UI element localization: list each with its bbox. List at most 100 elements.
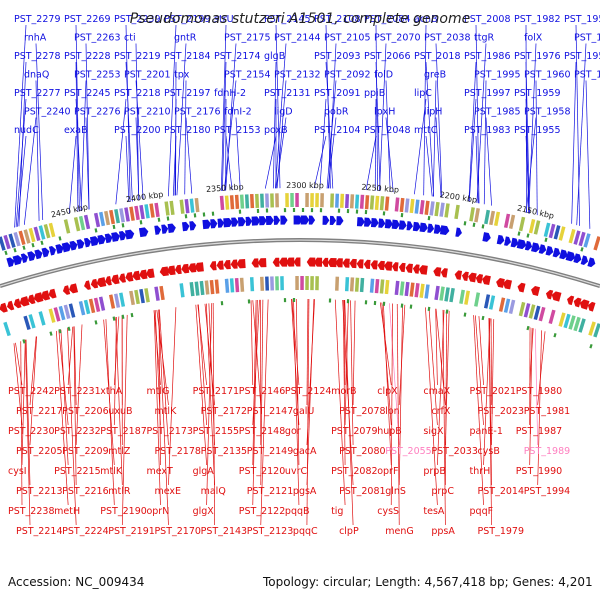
- gc-skew-mark: [553, 332, 557, 338]
- leader-line: [389, 303, 400, 446]
- cog-color-block: [119, 292, 126, 307]
- gene-label-bottom: PST_2170: [154, 526, 201, 537]
- gc-skew-mark: [184, 214, 188, 219]
- gene-label-top: pobR: [324, 107, 349, 118]
- gene-label-top: gntR: [174, 33, 197, 44]
- cog-color-block: [219, 195, 225, 211]
- gene-label-top: PST_2145: [264, 14, 311, 25]
- gene-label-bottom: PST_2230: [8, 426, 55, 437]
- forward-gene-arrow: [384, 219, 393, 229]
- genome-ring-segment: [0, 192, 600, 349]
- gc-skew-mark: [481, 224, 485, 229]
- leader-line: [529, 327, 533, 466]
- leader-line: [398, 304, 406, 406]
- gene-label-bottom: PST_2242: [8, 386, 55, 397]
- gene-label-bottom: glgA: [193, 466, 215, 477]
- gc-skew-mark: [292, 207, 296, 213]
- cog-color-block: [33, 226, 41, 242]
- forward-gene-arrow: [455, 227, 462, 237]
- leader-line: [20, 341, 23, 506]
- gene-label-bottom: PST_2121: [247, 486, 294, 497]
- leader-line: [478, 316, 484, 386]
- cog-color-block: [265, 276, 270, 291]
- cog-color-block: [384, 196, 390, 211]
- gene-label-top: ligD: [274, 107, 293, 118]
- gene-label-bottom: uxuB: [108, 406, 132, 417]
- reverse-gene-arrow: [440, 268, 448, 278]
- cog-color-block: [275, 276, 279, 291]
- leader-line: [435, 308, 438, 386]
- gene-label-bottom: PST_1989: [524, 446, 571, 457]
- leader-line: [17, 135, 27, 227]
- cog-color-block: [439, 286, 445, 301]
- reverse-gene-arrow: [342, 258, 350, 268]
- cog-color-block: [349, 277, 355, 292]
- cog-color-block: [13, 231, 21, 247]
- gene-label-bottom: PST_2231: [54, 386, 101, 397]
- reverse-gene-arrow: [174, 264, 182, 275]
- gene-label-top: ppiB: [364, 88, 385, 99]
- gene-label-top: PST_2278: [14, 51, 61, 62]
- gene-label-top: PST_2210: [124, 107, 171, 118]
- gene-label-top: PST_2174: [214, 51, 261, 62]
- reverse-gene-arrow: [132, 270, 141, 281]
- reverse-gene-arrow: [370, 260, 378, 270]
- gc-skew-mark: [94, 320, 98, 325]
- cog-color-block: [244, 194, 250, 209]
- gene-label-bottom: PST_1987: [516, 426, 563, 437]
- cog-color-block: [404, 281, 410, 297]
- reverse-gene-arrow: [461, 271, 469, 281]
- cog-color-block: [424, 284, 430, 299]
- cog-color-block: [229, 195, 235, 210]
- forward-gene-arrow: [336, 216, 344, 226]
- leader-line: [344, 300, 354, 526]
- leader-line: [390, 303, 393, 506]
- gene-label-bottom: PST_2216: [62, 486, 109, 497]
- cog-color-block: [134, 289, 140, 305]
- leader-line: [21, 339, 26, 466]
- gene-label-top: PST_1982: [514, 14, 561, 25]
- cog-color-block: [290, 192, 294, 208]
- forward-gene-arrow: [356, 217, 365, 227]
- gene-label-top: poxB: [264, 125, 288, 136]
- cog-color-block: [214, 279, 220, 294]
- gene-label-bottom: glgX: [193, 506, 215, 517]
- reverse-gene-arrow: [272, 257, 280, 267]
- forward-gene-arrow: [251, 216, 261, 226]
- gc-skew-mark: [310, 208, 314, 213]
- gene-label-bottom: PST_2191: [108, 526, 155, 537]
- cog-color-block: [164, 201, 170, 216]
- gc-skew-mark: [427, 306, 431, 312]
- gene-label-top: PST_1960: [524, 70, 571, 81]
- leader-line: [14, 24, 27, 228]
- gc-skew-mark: [427, 215, 431, 221]
- cog-color-block: [63, 304, 71, 320]
- gene-label-bottom: cysB: [478, 446, 500, 457]
- leader-line: [435, 43, 443, 198]
- cog-color-block: [98, 296, 106, 311]
- kbp-tick-label: 2300 kbp: [286, 181, 324, 190]
- gene-label-bottom: clpP: [339, 526, 359, 537]
- forward-gene-arrow: [124, 229, 135, 240]
- gc-skew-mark: [220, 301, 224, 306]
- leader-line: [442, 309, 446, 526]
- reverse-gene-arrow: [84, 280, 91, 290]
- gene-label-top: PST_1952: [564, 51, 600, 62]
- leader-line: [212, 302, 215, 526]
- reverse-gene-arrow: [139, 269, 148, 280]
- cog-color-block: [3, 234, 11, 250]
- reverse-gene-arrow: [293, 257, 301, 267]
- leader-line: [73, 326, 77, 406]
- forward-gene-arrow: [6, 257, 15, 268]
- cog-color-block: [548, 223, 556, 239]
- gene-label-top: PST_2104: [314, 125, 361, 136]
- reverse-gene-arrow: [496, 278, 505, 288]
- forward-gene-arrow: [573, 253, 582, 264]
- kbp-tick-label: 2450 kbp: [50, 202, 89, 219]
- forward-gene-arrow: [565, 251, 576, 262]
- cog-color-block: [134, 205, 140, 221]
- leader-line: [67, 326, 74, 386]
- reverse-gene-arrow: [257, 258, 267, 268]
- gc-skew-mark: [193, 213, 197, 218]
- leader-line: [575, 24, 580, 226]
